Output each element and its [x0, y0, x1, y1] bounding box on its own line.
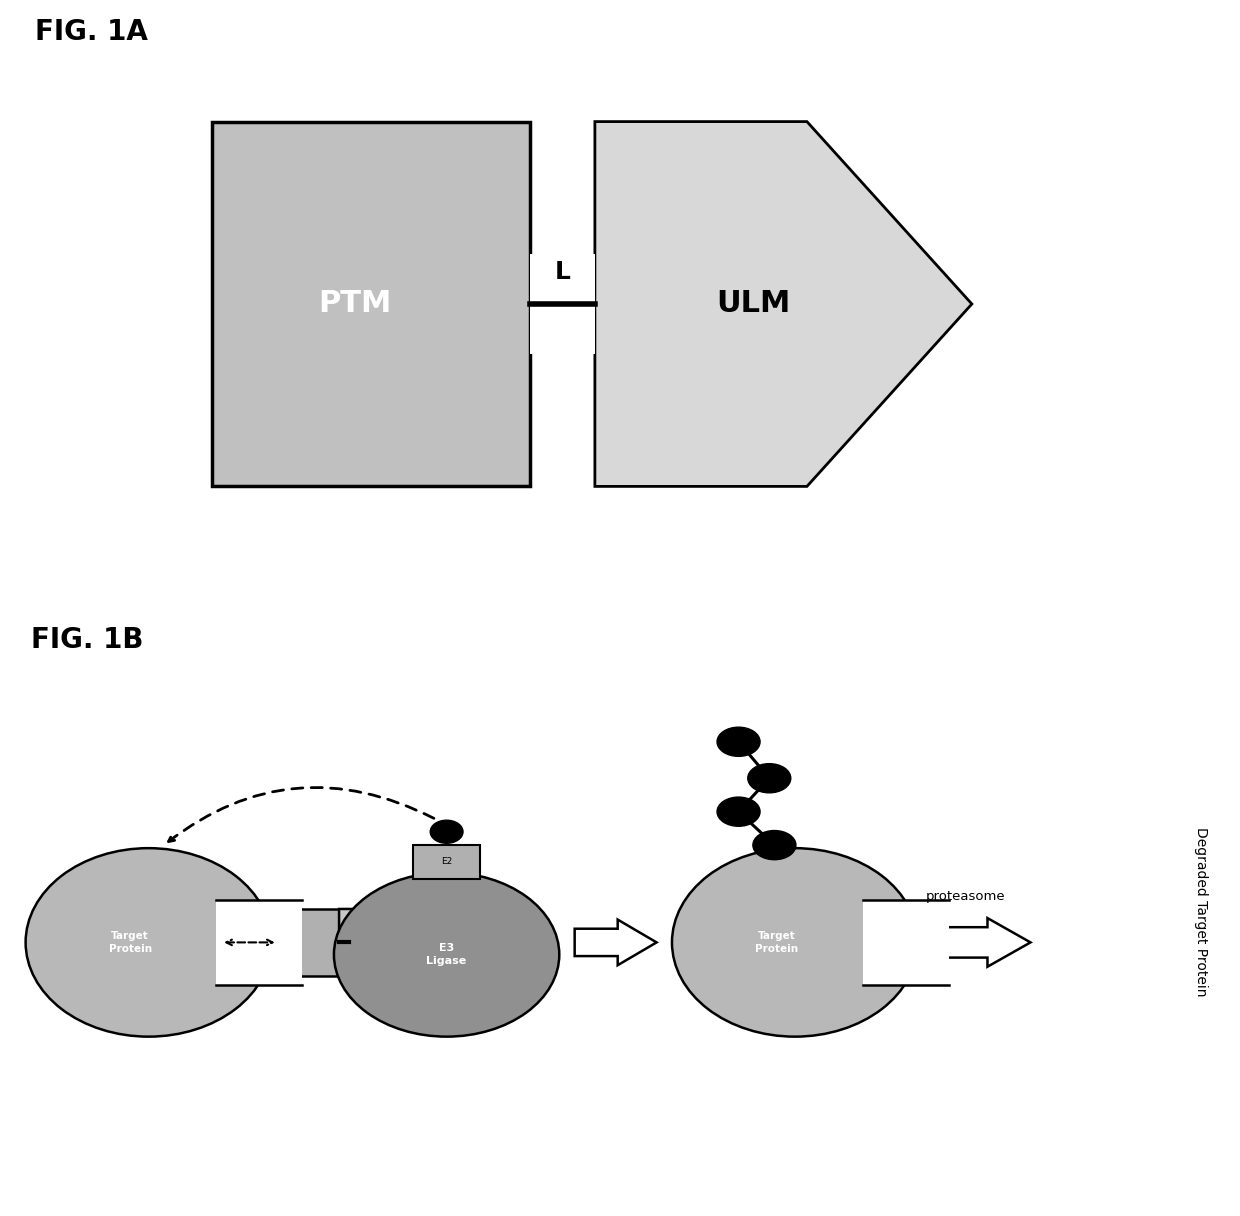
Ellipse shape [26, 849, 272, 1036]
Bar [413, 845, 480, 878]
Bar [531, 254, 595, 309]
Text: Degraded Target Protein: Degraded Target Protein [1194, 827, 1208, 997]
Text: Target
Protein: Target Protein [109, 931, 151, 953]
Bar [863, 900, 949, 985]
FancyArrow shape [574, 919, 657, 966]
Text: proteasome: proteasome [926, 890, 1006, 903]
Ellipse shape [717, 798, 760, 827]
Ellipse shape [717, 727, 760, 756]
Text: FIG. 1A: FIG. 1A [35, 18, 149, 46]
Bar [531, 304, 595, 354]
Text: ULM: ULM [717, 289, 791, 319]
Text: FIG. 1B: FIG. 1B [31, 626, 144, 654]
Text: E3
Ligase: E3 Ligase [427, 942, 466, 967]
Text: Target
Protein: Target Protein [755, 931, 799, 953]
Bar [212, 122, 531, 486]
Bar [283, 908, 339, 975]
FancyArrow shape [939, 918, 1030, 967]
Text: L: L [554, 260, 570, 285]
Text: E2: E2 [441, 857, 453, 866]
Ellipse shape [753, 831, 796, 860]
Polygon shape [595, 122, 972, 486]
Ellipse shape [672, 849, 918, 1036]
Ellipse shape [748, 764, 791, 793]
Text: PTM: PTM [319, 289, 392, 319]
Bar [216, 900, 303, 985]
Polygon shape [339, 908, 441, 975]
Ellipse shape [334, 873, 559, 1036]
Ellipse shape [430, 820, 463, 844]
